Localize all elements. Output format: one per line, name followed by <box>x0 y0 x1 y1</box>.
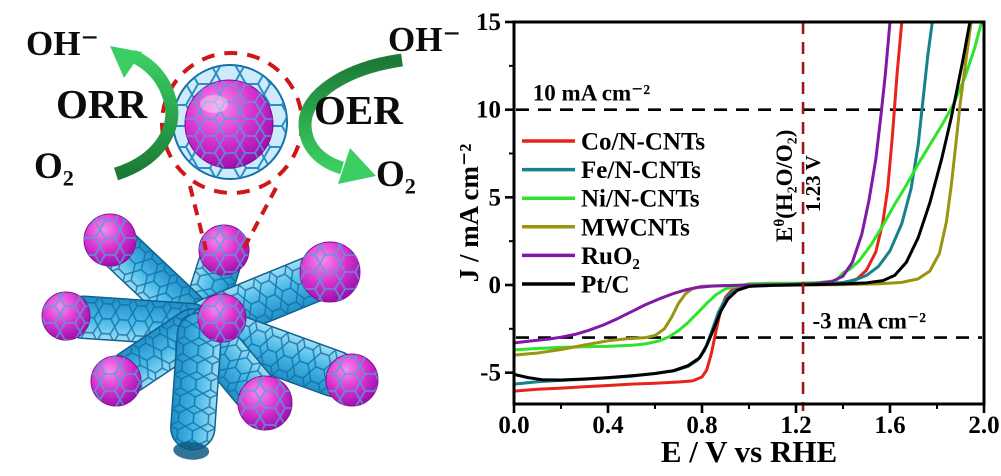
y-tick-label: 5 <box>489 184 502 211</box>
x-tick-label: 1.2 <box>780 412 811 439</box>
legend-label-ni-n-cnts: Ni/N-CNTs <box>581 186 700 213</box>
legend-label-mwcnts: MWCNTs <box>581 214 690 241</box>
series-line-ruo <box>512 20 892 345</box>
y-tick-label: 10 <box>476 97 501 124</box>
series-line-ni-n-cnts <box>512 20 984 352</box>
vline-equation-label: Eθ(H₂O/O₂) <box>772 130 797 242</box>
label-hydroxide-left: OH⁻ <box>26 24 99 63</box>
x-tick-label: 2.0 <box>968 412 999 439</box>
x-tick-label: 0.0 <box>498 412 529 439</box>
y-tick-label: -5 <box>480 360 501 387</box>
oer-arrow <box>298 53 403 184</box>
y-tick-label: 0 <box>489 272 502 299</box>
hline-label-0: 10 mA cm⁻² <box>533 81 651 106</box>
nanoparticle <box>41 213 379 431</box>
orr-arrow <box>110 46 179 181</box>
legend-label-pt-c: Pt/C <box>581 272 630 299</box>
y-axis-title: J / mA cm⁻² <box>454 144 484 283</box>
label-oer: OER <box>314 87 403 133</box>
cnt-tube-open-end <box>170 312 223 460</box>
x-axis-title: E / V vs RHE <box>661 434 837 469</box>
label-oxygen-left: O₂ <box>34 146 74 187</box>
legend-label-ruo: RuO₂ <box>581 243 640 270</box>
label-hydroxide-right: OH⁻ <box>388 20 461 59</box>
x-tick-label: 1.6 <box>874 412 905 439</box>
hline-label-1: -3 mA cm⁻² <box>812 309 926 334</box>
magnifier-connector-lines <box>188 185 278 251</box>
lsv-polarization-chart: 10 mA cm⁻² -3 mA cm⁻² Eθ(H₂O/O₂) 1.23 V 0.0 0… <box>454 9 1000 469</box>
x-tick-label: 0.8 <box>686 412 717 439</box>
magnifier-detail <box>160 51 304 195</box>
legend-label-co-n-cnts: Co/N-CNTs <box>581 129 705 156</box>
cnt-cluster <box>41 213 379 460</box>
label-oxygen-right: O₂ <box>376 154 416 195</box>
cnt-schematic-illustration <box>41 46 403 460</box>
legend-label-fe-n-cnts: Fe/N-CNTs <box>581 157 701 184</box>
vline-value-label: 1.23 V <box>801 155 825 212</box>
x-tick-label: 0.4 <box>592 412 624 439</box>
label-orr: ORR <box>56 81 148 127</box>
series-line-pt-c <box>512 20 972 382</box>
y-tick-label: 15 <box>476 9 501 36</box>
